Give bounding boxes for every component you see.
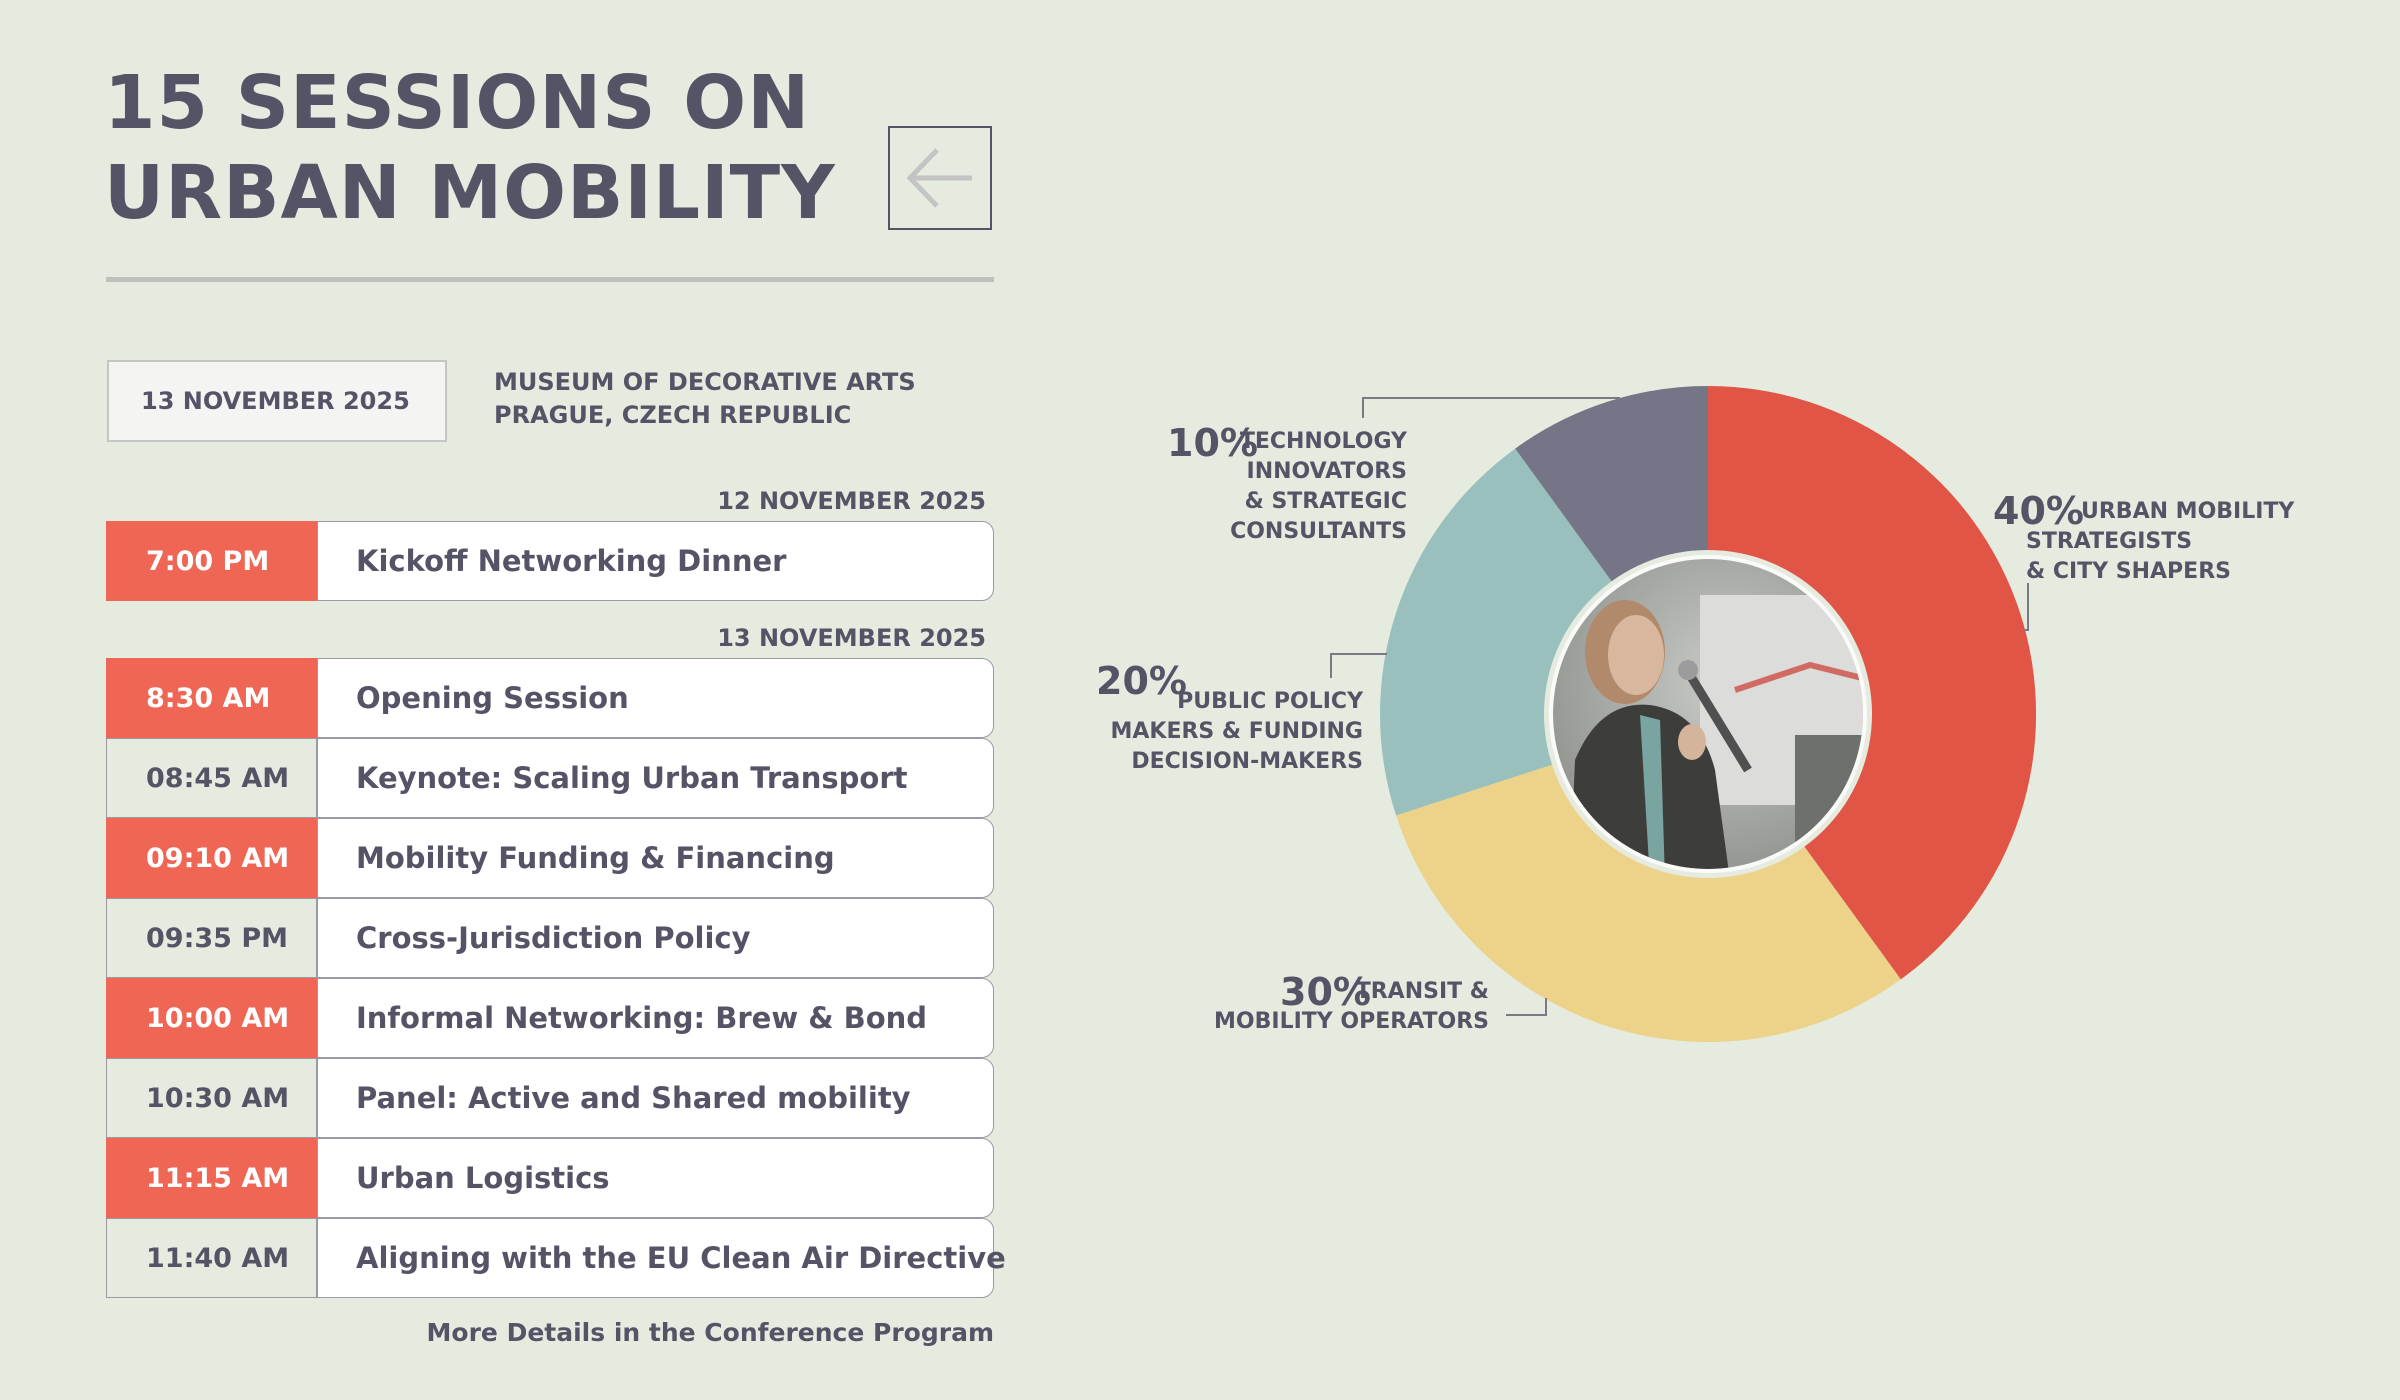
- slice-label-10-line-3: & STRATEGIC: [1244, 489, 1407, 514]
- session-time: 09:10 AM: [106, 818, 317, 898]
- leader-line-30: [1506, 998, 1547, 1016]
- session-time: 8:30 AM: [106, 658, 317, 738]
- session-title[interactable]: Informal Networking: Brew & Bond: [317, 978, 994, 1058]
- session-row: 09:10 AM Mobility Funding & Financing: [106, 818, 994, 898]
- session-time: 09:35 PM: [106, 898, 317, 978]
- slice-label-20-line-3: DECISION-MAKERS: [1131, 749, 1363, 774]
- day-label: 12 NOVEMBER 2025: [717, 487, 986, 515]
- slice-label-30-line-2: MOBILITY OPERATORS: [1214, 1009, 1489, 1034]
- session-row: 8:30 AM Opening Session: [106, 658, 994, 738]
- session-row: 7:00 PM Kickoff Networking Dinner: [106, 521, 994, 601]
- session-title[interactable]: Urban Logistics: [317, 1138, 994, 1218]
- slice-label-40-line-1: URBAN MOBILITY: [2081, 499, 2295, 524]
- speaker-photo: [1544, 550, 1872, 878]
- slice-label-10-line-2: INNOVATORS: [1246, 459, 1407, 484]
- session-row: 10:00 AM Informal Networking: Brew & Bon…: [106, 978, 994, 1058]
- session-row: 11:40 AM Aligning with the EU Clean Air …: [106, 1218, 1006, 1298]
- donut-slice-40: [1708, 385, 2037, 980]
- leader-line-20: [1330, 653, 1387, 678]
- slice-label-pct-20: 20%: [1096, 659, 1187, 703]
- session-row: 09:35 PM Cross-Jurisdiction Policy: [106, 898, 994, 978]
- slice-label-20-line-1: PUBLIC POLICY: [1177, 689, 1363, 714]
- page-title-line-1: 15 SESSIONS ON: [104, 60, 811, 146]
- session-time: 7:00 PM: [106, 521, 317, 601]
- session-title[interactable]: Aligning with the EU Clean Air Directive: [317, 1218, 1006, 1298]
- session-title[interactable]: Panel: Active and Shared mobility: [317, 1058, 994, 1138]
- more-details-link[interactable]: More Details in the Conference Program: [426, 1318, 994, 1347]
- session-title[interactable]: Mobility Funding & Financing: [317, 818, 994, 898]
- session-title[interactable]: Keynote: Scaling Urban Transport: [317, 738, 994, 818]
- session-row: 08:45 AM Keynote: Scaling Urban Transpor…: [106, 738, 994, 818]
- slice-label-30-line-1: TRANSIT &: [1355, 979, 1489, 1004]
- session-time: 10:00 AM: [106, 978, 317, 1058]
- slice-label-10-line-1: TECHNOLOGY: [1239, 429, 1407, 454]
- slice-label-10-line-4: CONSULTANTS: [1230, 519, 1407, 544]
- session-time: 10:30 AM: [106, 1058, 317, 1138]
- page-title-line-2: URBAN MOBILITY: [104, 150, 836, 236]
- slice-label-pct-40: 40%: [1993, 489, 2084, 533]
- arrow-left-icon: [906, 148, 972, 208]
- session-row: 10:30 AM Panel: Active and Shared mobili…: [106, 1058, 994, 1138]
- back-button[interactable]: [888, 126, 992, 230]
- slice-label-pct-10: 10%: [1167, 421, 1258, 465]
- session-title[interactable]: Opening Session: [317, 658, 994, 738]
- session-time: 11:15 AM: [106, 1138, 317, 1218]
- slice-label-40-line-2: STRATEGISTS: [2026, 529, 2193, 554]
- venue-line-1: MUSEUM OF DECORATIVE ARTS: [494, 368, 916, 396]
- event-date: 13 NOVEMBER 2025: [141, 387, 410, 415]
- leader-line-10: [1362, 397, 1620, 418]
- venue-line-2: PRAGUE, CZECH REPUBLIC: [494, 401, 852, 429]
- leader-line-40: [2023, 583, 2029, 631]
- slice-label-40-line-3: & CITY SHAPERS: [2026, 559, 2231, 584]
- event-date-box: 13 NOVEMBER 2025: [107, 360, 447, 442]
- day-label: 13 NOVEMBER 2025: [717, 624, 986, 652]
- session-time: 08:45 AM: [106, 738, 317, 818]
- slice-label-pct-30: 30%: [1280, 970, 1371, 1014]
- header-divider: [106, 277, 994, 282]
- session-title[interactable]: Kickoff Networking Dinner: [317, 521, 994, 601]
- slice-label-20-line-2: MAKERS & FUNDING: [1110, 719, 1363, 744]
- session-row: 11:15 AM Urban Logistics: [106, 1138, 994, 1218]
- session-title[interactable]: Cross-Jurisdiction Policy: [317, 898, 994, 978]
- session-time: 11:40 AM: [106, 1218, 317, 1298]
- donut-slice-30: [1396, 714, 1901, 1043]
